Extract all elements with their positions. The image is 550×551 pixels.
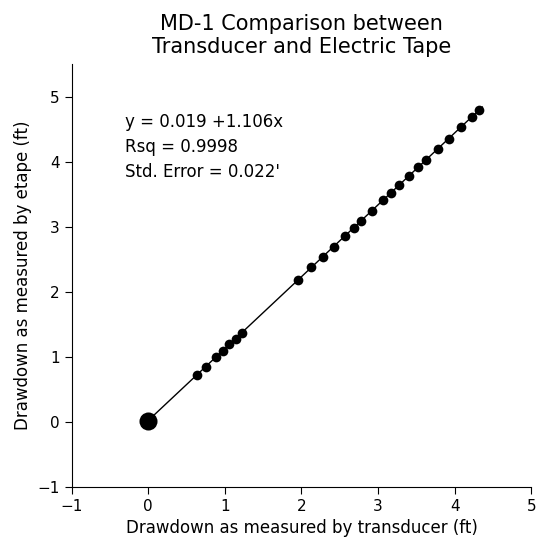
- Point: [318, 252, 327, 261]
- Point: [357, 216, 366, 225]
- Title: MD-1 Comparison between
Transducer and Electric Tape: MD-1 Comparison between Transducer and E…: [152, 14, 451, 57]
- Point: [379, 196, 388, 204]
- Point: [341, 231, 350, 240]
- Point: [467, 113, 476, 122]
- X-axis label: Drawdown as measured by transducer (ft): Drawdown as measured by transducer (ft): [125, 519, 477, 537]
- Point: [144, 416, 153, 425]
- Point: [307, 263, 316, 272]
- Point: [475, 105, 483, 114]
- Point: [456, 123, 465, 132]
- Text: y = 0.019 +1.106x
Rsq = 0.9998
Std. Error = 0.022': y = 0.019 +1.106x Rsq = 0.9998 Std. Erro…: [125, 113, 283, 181]
- Point: [444, 134, 453, 143]
- Point: [349, 223, 358, 232]
- Point: [394, 181, 403, 190]
- Point: [218, 347, 227, 355]
- Point: [192, 371, 201, 380]
- Point: [404, 172, 413, 181]
- Point: [422, 155, 431, 164]
- Point: [329, 242, 338, 251]
- Point: [237, 328, 246, 337]
- Point: [201, 362, 210, 371]
- Y-axis label: Drawdown as measured by etape (ft): Drawdown as measured by etape (ft): [14, 121, 32, 430]
- Point: [387, 188, 395, 197]
- Point: [225, 340, 234, 349]
- Point: [231, 334, 240, 343]
- Point: [293, 276, 302, 285]
- Point: [414, 163, 422, 172]
- Point: [433, 144, 442, 153]
- Point: [367, 206, 376, 215]
- Point: [211, 353, 220, 361]
